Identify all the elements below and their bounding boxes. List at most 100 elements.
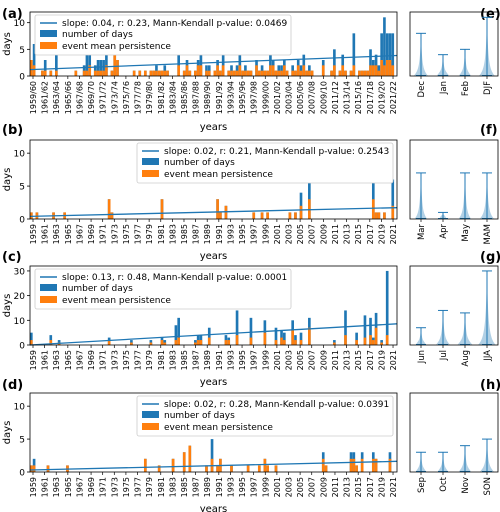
- x-tick-label: 1985: [180, 350, 189, 370]
- x-tick-label: 1989: [203, 350, 212, 370]
- bar: [235, 335, 239, 346]
- axes-frame: [409, 11, 499, 77]
- violin-panel-e: (e) Dec Jan Feb DJF: [409, 7, 500, 98]
- bar: [157, 465, 161, 472]
- x-tick-label: 1965: [64, 224, 73, 244]
- y-tick-label: 0: [19, 469, 25, 479]
- bar: [55, 70, 58, 76]
- bar: [174, 340, 178, 345]
- bar: [30, 340, 33, 345]
- x-tick-label: 1993: [226, 477, 235, 497]
- x-tick-label: 1959/60: [29, 81, 38, 114]
- bar: [263, 70, 267, 76]
- x-tick-label: 1995/96: [238, 81, 247, 114]
- bar: [30, 60, 33, 76]
- bar: [383, 65, 386, 76]
- x-tick-label: 1977/78: [134, 81, 143, 114]
- legend-swatch-days: [142, 411, 159, 418]
- bar: [207, 65, 211, 76]
- legend-swatch-persistence: [142, 423, 159, 430]
- x-tick-label: 1965/66: [64, 81, 73, 114]
- bar: [349, 70, 353, 76]
- bar: [308, 327, 311, 345]
- x-tick-label: 1995: [238, 477, 247, 497]
- bar: [205, 65, 208, 76]
- bar: [30, 465, 33, 472]
- x-tick-label: 1983/84: [168, 81, 177, 114]
- x-tick-label: 1997: [250, 477, 259, 497]
- legend-swatch-persistence: [40, 42, 57, 49]
- panel-label: (e): [480, 7, 500, 22]
- x-tick-label: 1989: [203, 477, 212, 497]
- legend-swatch-persistence: [142, 170, 159, 177]
- bar: [269, 49, 272, 76]
- bar: [338, 70, 342, 76]
- y-tick-label: 10: [14, 317, 26, 327]
- bar: [41, 70, 44, 76]
- x-tick-label: 2015/16: [354, 81, 363, 114]
- bar: [388, 458, 392, 472]
- x-tick-label: 1987/88: [192, 81, 201, 114]
- bar: [333, 49, 336, 76]
- bar: [30, 332, 33, 345]
- bar: [385, 33, 389, 76]
- bar: [266, 465, 269, 472]
- bar: [352, 33, 356, 76]
- x-tick-label: Jan: [439, 81, 449, 95]
- bar: [299, 70, 303, 76]
- bar: [43, 60, 47, 76]
- bar: [257, 70, 261, 76]
- bar: [352, 458, 356, 472]
- x-tick-label: 1991: [215, 350, 224, 370]
- bar-series-days: [30, 439, 392, 472]
- bar: [185, 65, 189, 76]
- x-tick-label: 1991: [215, 224, 224, 244]
- x-tick-label: 1971: [99, 224, 108, 244]
- bar: [377, 212, 381, 219]
- x-tick-label: DJF: [483, 81, 493, 95]
- x-tick-label: 1979: [145, 224, 154, 244]
- x-tick-label: 2003: [285, 477, 294, 497]
- x-tick-label: 1969: [87, 350, 96, 370]
- x-tick-label: 2019/20: [377, 81, 386, 114]
- x-tick-label: 1967/68: [75, 81, 84, 114]
- x-tick-label: 2001: [273, 350, 282, 370]
- bar: [352, 65, 356, 76]
- bar: [260, 212, 264, 219]
- x-tick-label: 1983: [168, 477, 177, 497]
- x-tick-label: 1991: [215, 477, 224, 497]
- bar: [99, 70, 103, 76]
- x-tick-label: 2011: [331, 477, 340, 497]
- bar: [246, 465, 250, 472]
- x-tick-label: 1969: [87, 224, 96, 244]
- x-tick-label: 2005: [296, 224, 305, 244]
- bar: [252, 212, 256, 219]
- x-tick-label: 2021: [389, 224, 398, 244]
- bar: [388, 33, 392, 76]
- x-tick-label: 1969/70: [87, 81, 96, 114]
- bar: [330, 70, 333, 76]
- y-tick-label: 10: [14, 150, 26, 160]
- violin-panel-f: (f) Mar Apr May MAM: [409, 123, 499, 244]
- bar: [207, 327, 211, 345]
- bar: [241, 70, 244, 76]
- x-axis-label: years: [200, 377, 228, 388]
- x-tick-label: Dec: [417, 81, 427, 98]
- x-tick-label: 1999/00: [261, 81, 270, 114]
- legend-label-days: number of days: [164, 158, 235, 168]
- bar: [349, 458, 353, 472]
- bar: [213, 70, 217, 76]
- x-tick-label: 2007/08: [308, 81, 317, 114]
- trend-line: [29, 54, 398, 71]
- x-tick-label: 1961: [41, 350, 50, 370]
- bar: [219, 70, 222, 76]
- x-tick-label: 1961: [41, 477, 50, 497]
- x-tick-label: May: [461, 224, 471, 242]
- x-tick-label: Mar: [417, 224, 427, 241]
- x-tick-label: 2005/06: [296, 81, 305, 114]
- bar: [188, 70, 192, 76]
- bar: [32, 458, 36, 472]
- bar: [230, 465, 233, 472]
